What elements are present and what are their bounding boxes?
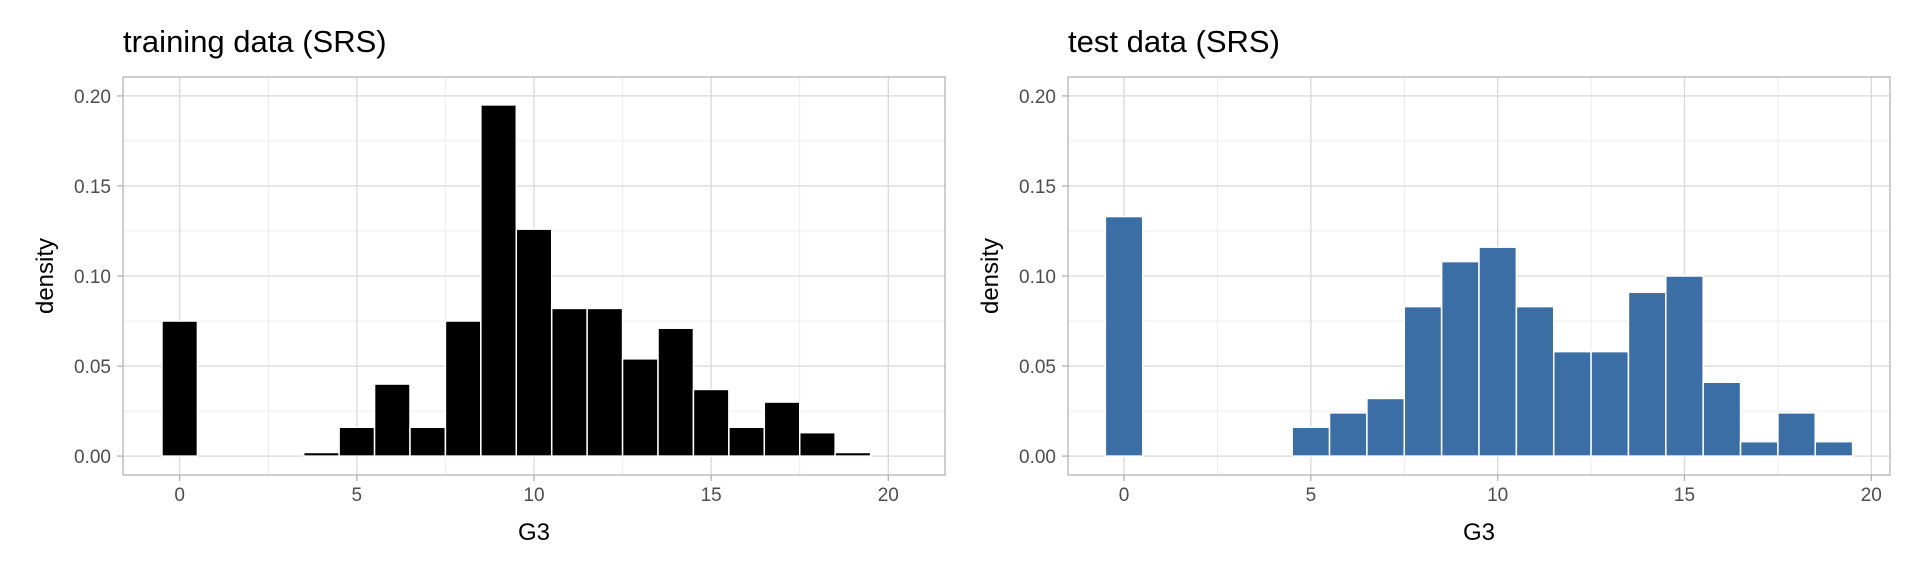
x-tick-label: 0 xyxy=(1119,485,1130,506)
y-axis-label: density xyxy=(32,238,59,314)
y-tick-label: 0.05 xyxy=(1019,357,1056,378)
y-tick-label: 0.20 xyxy=(74,87,111,108)
bar xyxy=(338,426,376,457)
bar xyxy=(1739,440,1779,457)
bar xyxy=(798,431,836,457)
bar xyxy=(444,320,482,457)
bar xyxy=(657,327,695,457)
bar xyxy=(1440,260,1480,457)
y-tick-label: 0.00 xyxy=(74,447,111,468)
chart-title: training data (SRS) xyxy=(123,24,387,59)
y-tick-label: 0.20 xyxy=(1019,87,1056,108)
x-axis-label: G3 xyxy=(518,519,550,546)
x-tick-label: 5 xyxy=(1306,485,1317,506)
y-axis-label: density xyxy=(977,238,1004,314)
y-tick-label: 0.10 xyxy=(74,267,111,288)
chart-title: test data (SRS) xyxy=(1068,24,1280,59)
bar xyxy=(161,320,199,457)
y-tick-label: 0.15 xyxy=(74,177,111,198)
bar xyxy=(1328,412,1368,457)
x-tick-label: 20 xyxy=(878,485,899,506)
x-tick-label: 20 xyxy=(1861,485,1882,506)
x-tick-label: 0 xyxy=(174,485,185,506)
bar xyxy=(550,307,588,457)
x-axis-label: G3 xyxy=(1463,519,1495,546)
y-tick-label: 0.05 xyxy=(74,357,111,378)
bar xyxy=(480,104,518,457)
bar xyxy=(834,451,872,457)
y-tick-label: 0.00 xyxy=(1019,447,1056,468)
bar xyxy=(1627,291,1667,457)
bar xyxy=(302,451,340,457)
x-tick-label: 15 xyxy=(701,485,722,506)
bar xyxy=(1403,305,1443,457)
bar xyxy=(1515,305,1555,457)
bar xyxy=(409,426,447,457)
chart-panel-1: 0 5 10 15 20 0.00 0.05 0.10 0.15 0.20 G3 density tra… xyxy=(32,24,946,546)
bar xyxy=(515,228,553,457)
x-tick-label: 10 xyxy=(523,485,544,506)
y-tick-label: 0.15 xyxy=(1019,177,1056,198)
bar xyxy=(1590,350,1630,457)
x-tick-label: 5 xyxy=(352,485,363,506)
x-tick-label: 15 xyxy=(1674,485,1695,506)
bar xyxy=(373,383,411,457)
bar xyxy=(1552,350,1592,457)
bar xyxy=(728,426,766,457)
bar xyxy=(1104,215,1144,457)
bar xyxy=(1777,412,1817,457)
bar xyxy=(1814,440,1854,457)
chart-panel-2: 0 5 10 15 20 0.00 0.05 0.10 0.15 0.20 G3 density tes… xyxy=(977,24,1891,546)
x-tick-label: 10 xyxy=(1487,485,1508,506)
bar xyxy=(763,401,801,457)
bar xyxy=(1291,426,1331,457)
bar xyxy=(1478,246,1518,457)
y-tick-label: 0.10 xyxy=(1019,267,1056,288)
bar xyxy=(1665,275,1704,457)
bar xyxy=(586,307,624,457)
bar xyxy=(1702,381,1742,457)
bar xyxy=(692,388,730,457)
bar xyxy=(621,358,659,457)
bar xyxy=(1366,397,1406,457)
